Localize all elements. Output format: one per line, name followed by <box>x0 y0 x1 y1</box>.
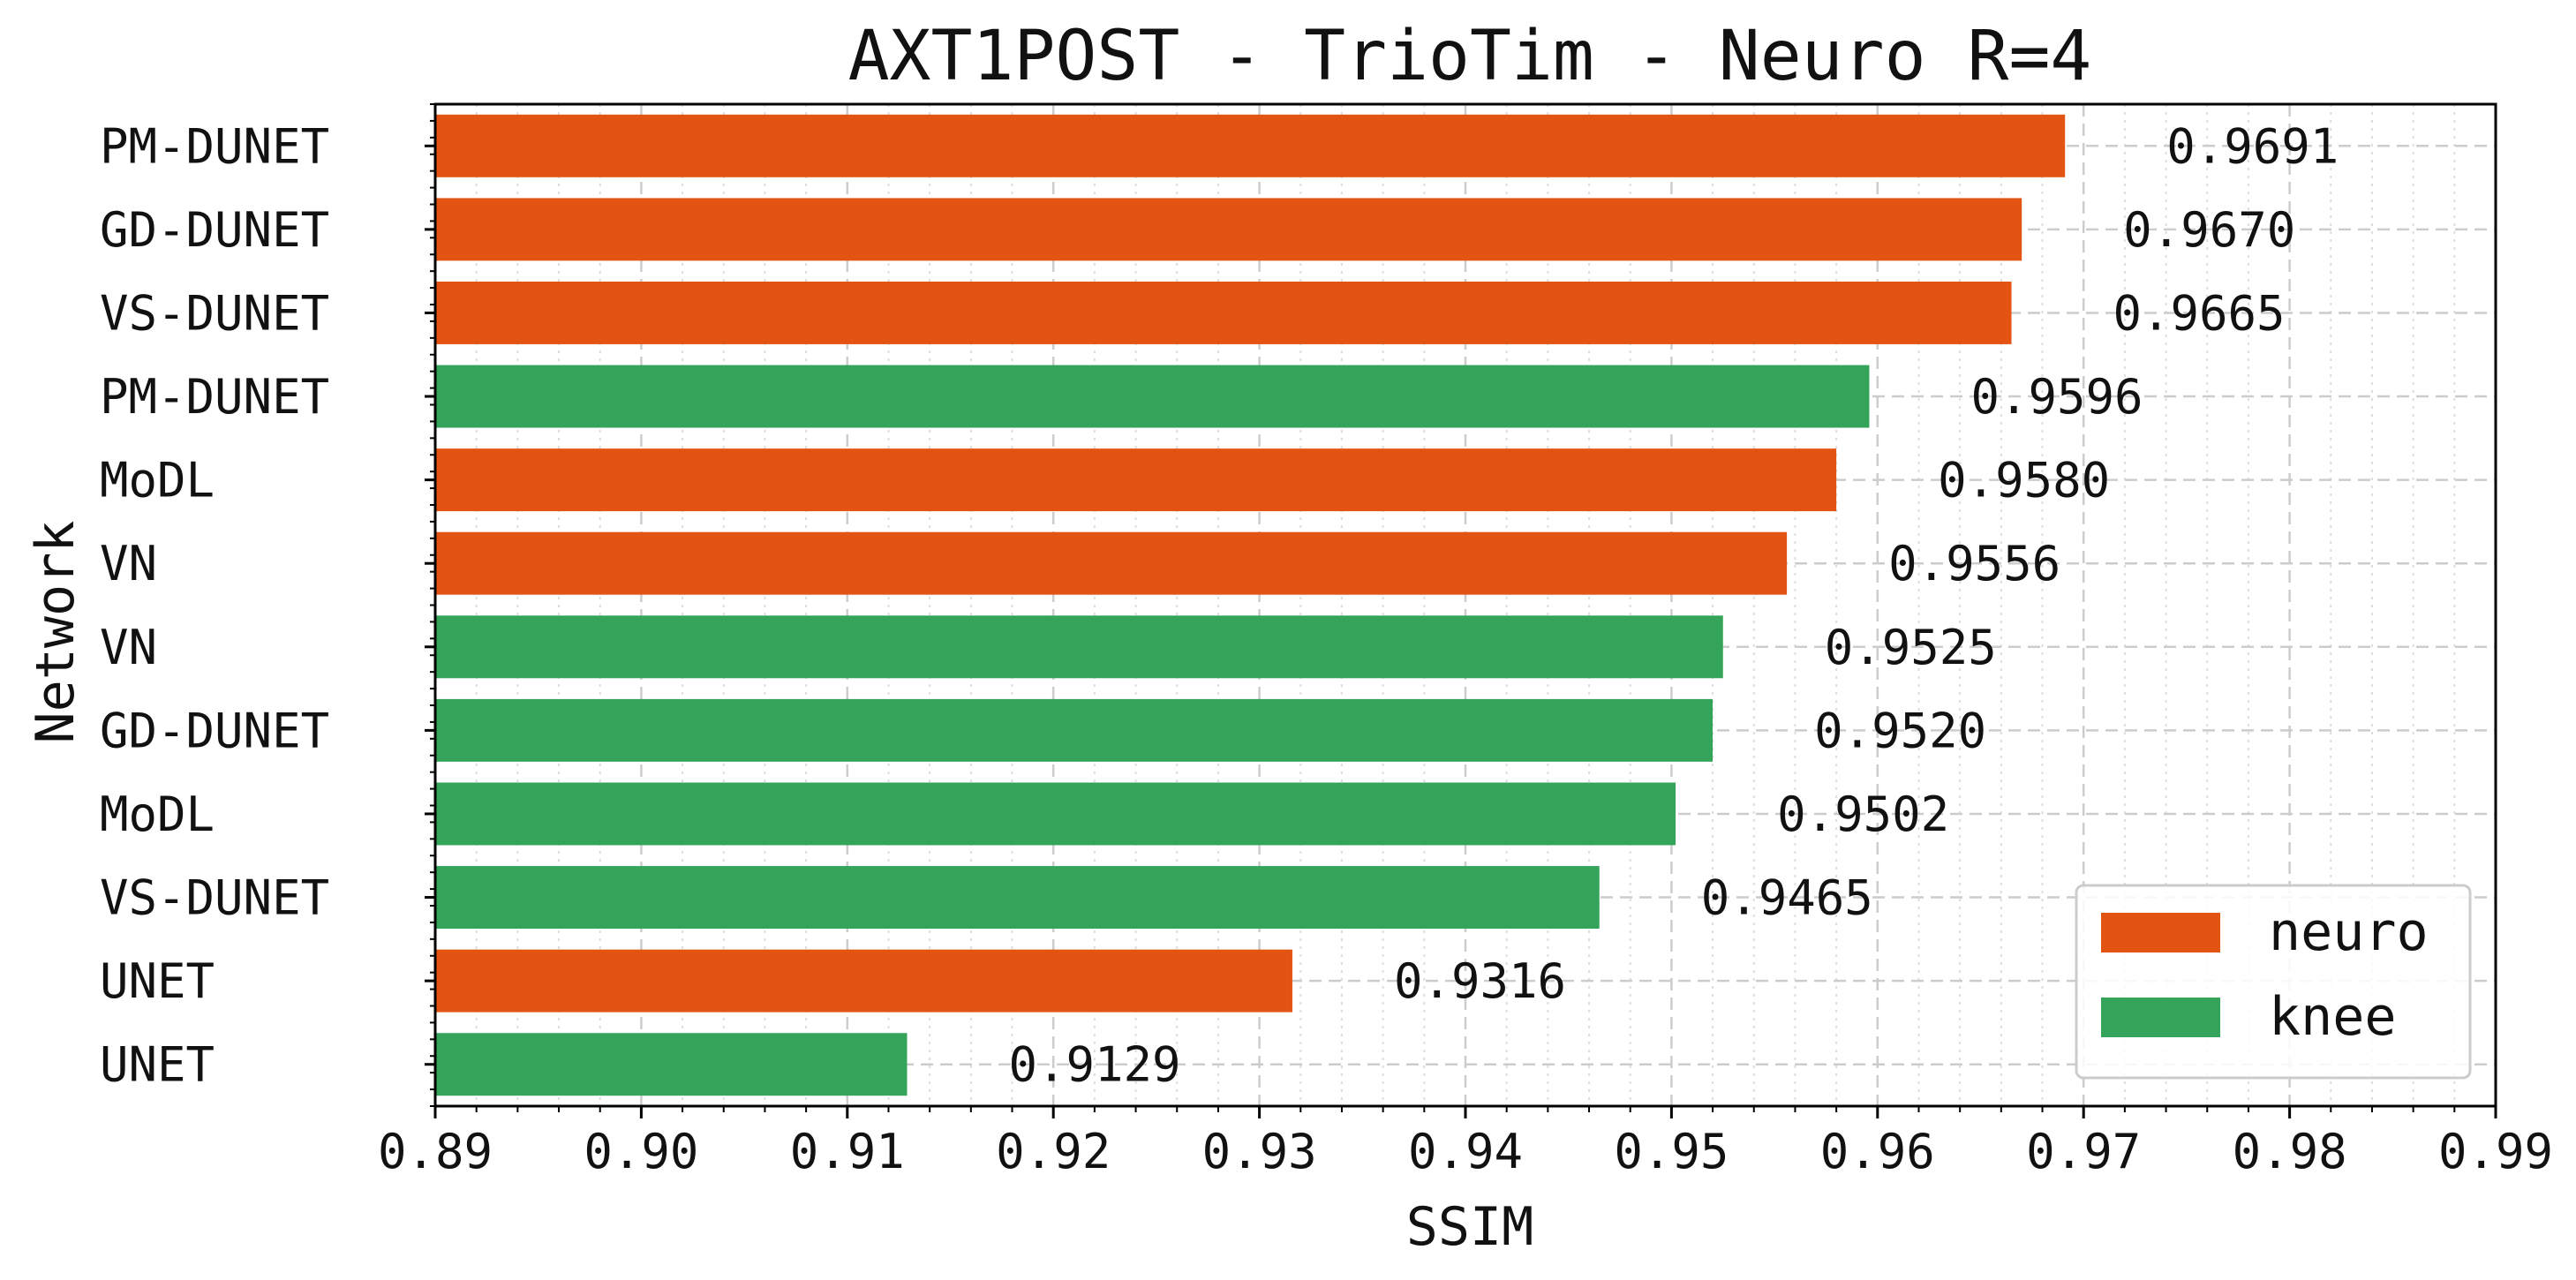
bar-value-label: 0.9556 <box>1888 536 2060 591</box>
bar-value-label: 0.9502 <box>1777 787 1949 842</box>
bars <box>435 114 2066 1096</box>
y-tick-label: VN <box>100 620 157 675</box>
x-tick-label: 0.93 <box>1202 1124 1317 1179</box>
y-tick-label: UNET <box>100 1037 215 1093</box>
x-tick-label: 0.92 <box>996 1124 1111 1179</box>
bar-value-label: 0.9465 <box>1701 870 1873 926</box>
bar-value-label: 0.9596 <box>1970 369 2143 425</box>
bar-knee <box>435 615 1723 679</box>
legend-swatch-knee <box>2101 998 2220 1037</box>
x-tick-label: 0.91 <box>790 1124 905 1179</box>
axis-ticks: PM-DUNET GD-DUNET VS-DUNET PM-DUNET MoDL VN VN… <box>100 103 2553 1179</box>
y-axis-label: Network <box>25 521 87 744</box>
legend-swatch-neuro <box>2101 913 2220 952</box>
bar-neuro <box>435 114 2066 177</box>
y-tick-label: GD-DUNET <box>100 202 329 258</box>
bar-neuro <box>435 531 1788 595</box>
bar-value-label: 0.9580 <box>1938 453 2110 508</box>
x-tick-label: 0.94 <box>1408 1124 1523 1179</box>
x-tick-label: 0.99 <box>2438 1124 2553 1179</box>
y-tick-label: PM-DUNET <box>100 118 329 174</box>
bar-knee <box>435 1033 908 1096</box>
x-tick-label: 0.96 <box>1820 1124 1935 1179</box>
legend: neuro knee <box>2075 884 2472 1080</box>
bar-neuro <box>435 198 2022 261</box>
bar-value-label: 0.9129 <box>1008 1037 1180 1093</box>
chart-title: AXT1POST - TrioTim - Neuro R=4 <box>848 17 2092 96</box>
y-tick-label: MoDL <box>100 787 215 842</box>
y-tick-label: VN <box>100 536 157 591</box>
x-tick-label: 0.90 <box>584 1124 698 1179</box>
y-tick-label: VS-DUNET <box>100 285 329 341</box>
bar-knee <box>435 782 1676 846</box>
x-tick-label: 0.98 <box>2233 1124 2347 1179</box>
legend-label-knee: knee <box>2269 986 2397 1048</box>
bar-value-label: 0.9665 <box>2113 285 2286 341</box>
bar-knee <box>435 866 1600 930</box>
bar-knee <box>435 698 1714 762</box>
y-tick-label: UNET <box>100 953 215 1009</box>
bar-neuro <box>435 448 1837 512</box>
bar-value-label: 0.9316 <box>1394 953 1566 1009</box>
y-tick-label: GD-DUNET <box>100 703 329 758</box>
bar-value-label: 0.9520 <box>1814 703 1986 758</box>
bar-value-label: 0.9670 <box>2123 202 2295 258</box>
y-tick-label: MoDL <box>100 453 215 508</box>
bar-value-label: 0.9691 <box>2166 118 2339 174</box>
y-tick-label: PM-DUNET <box>100 369 329 425</box>
x-tick-label: 0.97 <box>2026 1124 2141 1179</box>
x-tick-label: 0.95 <box>1614 1124 1729 1179</box>
bar-value-label: 0.9525 <box>1825 620 1997 675</box>
x-tick-label: 0.89 <box>378 1124 493 1179</box>
value-labels: 0.9691 0.9670 0.9665 0.9596 0.9580 0.9556 0.95… <box>1008 118 2339 1092</box>
bar-knee <box>435 365 1870 428</box>
y-tick-label: VS-DUNET <box>100 870 329 926</box>
legend-label-neuro: neuro <box>2269 901 2429 963</box>
bar-neuro <box>435 949 1292 1013</box>
x-axis-label: SSIM <box>1406 1196 1534 1258</box>
bar-neuro <box>435 281 2012 344</box>
